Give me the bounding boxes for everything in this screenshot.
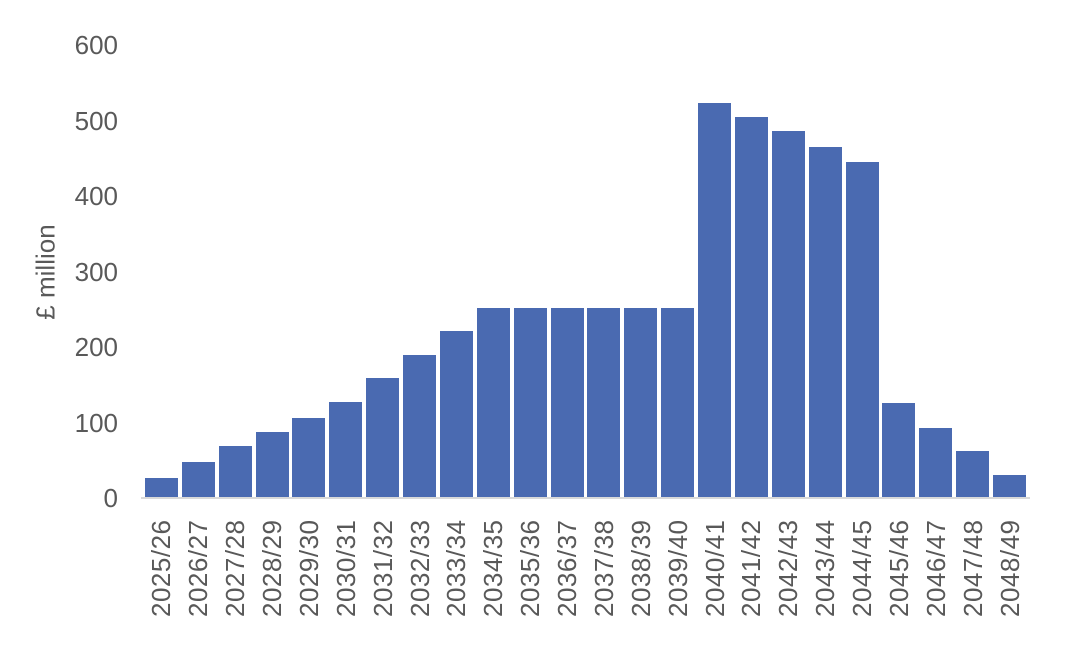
y-tick-label: 400: [74, 181, 118, 211]
y-tick-label: 0: [103, 483, 118, 513]
bar: [550, 307, 584, 498]
bar: [698, 103, 732, 498]
bar: [255, 431, 289, 498]
x-tick-label: 2031/32: [367, 519, 398, 617]
x-tick-label: 2029/30: [293, 519, 324, 617]
x-tick-label: 2035/36: [515, 519, 546, 617]
bar: [956, 451, 990, 498]
x-axis-line: [141, 497, 1030, 499]
x-tick-label: 2040/41: [699, 519, 730, 617]
bar: [144, 477, 178, 498]
bar: [366, 377, 400, 498]
x-tick-label: 2044/45: [847, 519, 878, 617]
x-tick-label: 2045/46: [883, 519, 914, 617]
x-tick-label: 2041/42: [736, 519, 767, 617]
x-tick-label: 2046/47: [920, 519, 951, 617]
bar: [882, 402, 916, 498]
y-tick-label: 200: [74, 332, 118, 362]
x-tick-label: 2048/49: [994, 519, 1025, 617]
bar: [587, 307, 621, 498]
x-tick-label: 2047/48: [957, 519, 988, 617]
x-tick-label: 2036/37: [552, 519, 583, 617]
bar: [329, 402, 363, 498]
x-tick-label: 2027/28: [220, 519, 251, 617]
x-tick-label: 2030/31: [330, 519, 361, 617]
bar: [513, 307, 547, 498]
y-tick-label: 500: [74, 105, 118, 136]
y-tick-label: 600: [74, 30, 118, 60]
x-tick-label: 2037/38: [588, 519, 619, 617]
x-tick-label: 2034/35: [478, 519, 509, 617]
x-tick-label: 2042/43: [773, 519, 804, 617]
x-tick-label: 2025/26: [146, 519, 177, 617]
x-tick-label: 2038/39: [625, 519, 656, 617]
bar: [734, 116, 768, 498]
x-tick-label: 2033/34: [441, 519, 472, 617]
x-tick-label: 2026/27: [183, 519, 214, 617]
bar: [808, 146, 842, 498]
x-tick-label: 2028/29: [257, 519, 288, 617]
bar: [476, 307, 510, 498]
y-tick-label: 100: [74, 407, 118, 438]
bar: [919, 427, 953, 498]
bar: [439, 331, 473, 498]
bar: [661, 307, 695, 498]
bar: [218, 445, 252, 498]
bar: [624, 307, 658, 498]
x-tick-label: 2039/40: [662, 519, 693, 617]
bar: [845, 162, 879, 498]
bar: [181, 461, 215, 498]
bar: [403, 355, 437, 498]
x-tick-label: 2043/44: [810, 519, 841, 617]
x-tick-label: 2032/33: [404, 519, 435, 617]
bar: [292, 417, 326, 498]
bar: [771, 131, 805, 498]
bar: [993, 475, 1027, 498]
y-tick-label: 300: [74, 256, 118, 287]
